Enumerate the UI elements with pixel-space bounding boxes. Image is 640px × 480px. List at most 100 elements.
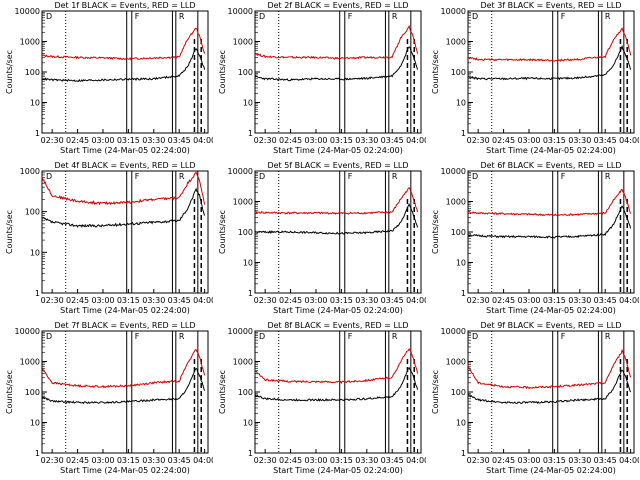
y-tick-label: 10000 <box>15 327 40 336</box>
chart-panel: Det 7f BLACK = Events, RED = LLD 1 10 100 10… <box>0 320 213 480</box>
x-tick-label: 03:45 <box>381 136 404 145</box>
x-tick-label: 04:00 <box>619 136 639 145</box>
annotation-label: D <box>46 172 52 181</box>
y-tick-label: 100 <box>238 228 253 237</box>
x-tick-label: 03:30 <box>568 456 591 465</box>
x-tick-label: 03:00 <box>517 456 540 465</box>
chart-title: Det 4f BLACK = Events, RED = LLD <box>54 161 195 170</box>
x-tick-label: 04:00 <box>619 456 639 465</box>
x-tick-label: 04:00 <box>406 296 426 305</box>
series-line <box>41 367 206 405</box>
x-tick-label: 03:30 <box>568 136 591 145</box>
annotation-label: F <box>561 332 566 341</box>
y-tick-label: 1 <box>461 289 466 298</box>
chart-svg: Det 1f BLACK = Events, RED = LLD 1 10 100 10… <box>5 1 213 155</box>
x-tick-label: 03:15 <box>117 296 140 305</box>
y-axis-label: Counts/sec <box>5 370 14 414</box>
chart-title: Det 6f BLACK = Events, RED = LLD <box>480 161 621 170</box>
y-tick-label: 10000 <box>15 7 40 16</box>
chart-panel: Det 1f BLACK = Events, RED = LLD 1 10 100 10… <box>0 0 213 160</box>
x-tick-label: 03:15 <box>330 296 353 305</box>
chart-panel: Det 2f BLACK = Events, RED = LLD 1 10 100 10… <box>213 0 426 160</box>
x-tick-label: 03:15 <box>543 456 566 465</box>
x-tick-label: 02:30 <box>254 456 277 465</box>
y-tick-label: 10 <box>456 99 466 108</box>
x-tick-label: 03:45 <box>168 456 191 465</box>
chart-panel: Det 8f BLACK = Events, RED = LLD 1 10 100 10… <box>213 320 426 480</box>
chart-svg: Det 7f BLACK = Events, RED = LLD 1 10 100 10… <box>5 321 213 475</box>
y-axis-label: Counts/sec <box>431 210 440 254</box>
annotation-label: F <box>135 172 140 181</box>
x-tick-label: 02:45 <box>492 456 515 465</box>
chart-title: Det 3f BLACK = Events, RED = LLD <box>480 1 621 10</box>
y-tick-label: 10 <box>30 248 40 257</box>
x-tick-label: 02:30 <box>467 296 490 305</box>
y-axis-label: Counts/sec <box>5 50 14 94</box>
y-axis-label: Counts/sec <box>431 50 440 94</box>
y-tick-label: 10 <box>30 99 40 108</box>
x-tick-label: 02:30 <box>41 296 64 305</box>
series-line <box>467 348 632 390</box>
x-axis-label: Start Time (24-Mar-05 02:24:00) <box>60 306 190 315</box>
x-tick-label: 03:15 <box>330 456 353 465</box>
series-line <box>254 187 419 215</box>
series-line <box>41 48 206 83</box>
y-tick-label: 10 <box>243 419 253 428</box>
y-tick-label: 100 <box>451 228 466 237</box>
y-tick-label: 1 <box>248 289 253 298</box>
y-tick-label: 1000 <box>233 198 253 207</box>
annotation-label: F <box>348 332 353 341</box>
x-tick-label: 03:00 <box>91 456 114 465</box>
series-line <box>467 44 632 81</box>
x-tick-label: 02:45 <box>66 136 89 145</box>
annotation-label: D <box>259 172 265 181</box>
x-tick-label: 02:45 <box>66 456 89 465</box>
x-tick-label: 03:45 <box>594 296 617 305</box>
y-tick-label: 100 <box>25 68 40 77</box>
x-tick-label: 03:00 <box>517 296 540 305</box>
chart-title: Det 8f BLACK = Events, RED = LLD <box>267 321 408 330</box>
x-axis-label: Start Time (24-Mar-05 02:24:00) <box>60 146 190 155</box>
x-axis-label: Start Time (24-Mar-05 02:24:00) <box>486 306 616 315</box>
y-tick-label: 100 <box>451 388 466 397</box>
y-tick-label: 1000 <box>20 167 40 176</box>
y-tick-label: 1000 <box>233 358 253 367</box>
plot-frame <box>254 170 422 294</box>
y-tick-label: 1 <box>461 129 466 138</box>
series-line <box>41 171 206 206</box>
x-tick-label: 03:15 <box>543 296 566 305</box>
series-line <box>254 348 419 385</box>
series-line <box>41 27 206 61</box>
y-tick-label: 1000 <box>20 38 40 47</box>
y-tick-label: 10000 <box>228 327 253 336</box>
y-tick-label: 100 <box>25 208 40 217</box>
plot-frame <box>41 170 209 294</box>
x-tick-label: 04:00 <box>193 456 213 465</box>
y-tick-label: 1000 <box>446 38 466 47</box>
x-tick-label: 03:30 <box>355 456 378 465</box>
series-line <box>254 46 419 82</box>
plot-frame <box>467 10 635 134</box>
series-line <box>467 188 632 217</box>
annotation-label: D <box>259 12 265 21</box>
y-tick-label: 10000 <box>228 167 253 176</box>
y-axis-label: Counts/sec <box>218 50 227 94</box>
x-tick-label: 04:00 <box>193 136 213 145</box>
annotation-label: D <box>472 332 478 341</box>
annotation-label: R <box>392 172 398 181</box>
chart-svg: Det 9f BLACK = Events, RED = LLD 1 10 100 10… <box>431 321 639 475</box>
x-tick-label: 02:45 <box>279 136 302 145</box>
chart-title: Det 5f BLACK = Events, RED = LLD <box>267 161 408 170</box>
chart-svg: Det 6f BLACK = Events, RED = LLD 1 10 100 10… <box>431 161 639 315</box>
chart-panel: Det 3f BLACK = Events, RED = LLD 1 10 100 10… <box>426 0 639 160</box>
y-tick-label: 1 <box>35 129 40 138</box>
y-tick-label: 10 <box>456 259 466 268</box>
x-tick-label: 02:30 <box>41 456 64 465</box>
annotation-label: F <box>135 332 140 341</box>
annotation-label: F <box>135 12 140 21</box>
x-tick-label: 02:30 <box>467 136 490 145</box>
series-line <box>467 369 632 405</box>
x-tick-label: 03:30 <box>355 136 378 145</box>
x-tick-label: 03:15 <box>117 136 140 145</box>
x-axis-label: Start Time (24-Mar-05 02:24:00) <box>273 466 403 475</box>
